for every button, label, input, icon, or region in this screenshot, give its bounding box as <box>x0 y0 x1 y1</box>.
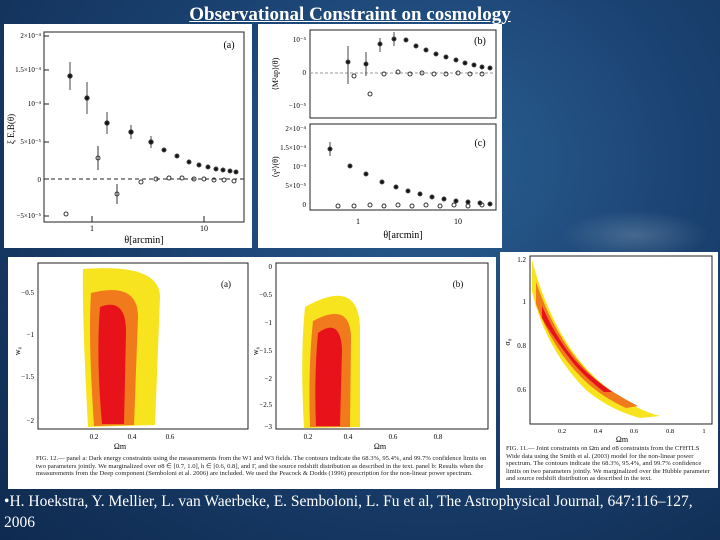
sigma8-ytick: 1 <box>523 298 527 306</box>
contour-a-ylabel: w₀ <box>13 347 22 356</box>
dark-energy-contours-panel: −0.5 −1 −1.5 −2 w₀ (a) 0.2 0.4 0.6 Ωm 0 … <box>8 257 496 489</box>
contour-a-xtick: 0.4 <box>128 433 137 441</box>
contour-b-xtick: 0.2 <box>304 433 313 441</box>
citation-bullet: • <box>4 493 10 510</box>
gamma-ytick: 1.5×10⁻⁴ <box>280 144 306 152</box>
map-ylabel: ⟨M²ap⟩(θ) <box>271 57 280 90</box>
contour-b-ytick: −1.5 <box>259 347 272 355</box>
contour-b-panel-label: (b) <box>453 279 464 289</box>
gamma-panel-label: (c) <box>474 138 485 149</box>
map-gamma-figure: 10⁻⁵ 0 −10⁻⁵ ⟨M²ap⟩(θ) (b) 2×10⁻⁴ 1.5×10… <box>271 29 497 241</box>
contour-a-panel-label: (a) <box>221 279 231 289</box>
contour-b-ytick: −1 <box>265 319 273 327</box>
gamma-ylabel: ⟨γ²⟩(θ) <box>271 156 280 178</box>
citation: •H. Hoekstra, Y. Mellier, L. van Waerbek… <box>4 492 716 534</box>
contour-b-ytick: −3 <box>265 423 273 431</box>
contour-b-ytick: −2.5 <box>259 401 272 409</box>
gamma-ytick: 10⁻⁴ <box>293 163 307 171</box>
xi-panel-label: (a) <box>223 40 234 51</box>
figure-11-caption: FIG. 11.— Joint constraints on Ωm and σ8… <box>506 445 710 483</box>
xi-ytick: −5×10⁻⁵ <box>16 212 41 220</box>
gamma-ytick: 0 <box>303 201 307 209</box>
slide-title: Observational Constraint on cosmology <box>189 4 511 25</box>
map-ytick: −10⁻⁵ <box>289 102 307 110</box>
contour-b-xlabel: Ωm <box>374 442 387 451</box>
map-b-points <box>351 69 485 97</box>
xi-xtick: 10 <box>200 224 208 233</box>
sigma8-xtick: 1 <box>702 428 705 435</box>
gamma-xtick: 10 <box>454 217 462 226</box>
contour-a-ytick: −0.5 <box>21 289 34 297</box>
xi-figure-panel: 2×10⁻⁴ 1.5×10⁻⁴ 10⁻⁴ 5×10⁻⁵ 0 −5×10⁻⁵ 1 … <box>4 24 252 248</box>
contour-b-xtick: 0.8 <box>434 433 443 441</box>
gamma-b-points <box>335 202 485 209</box>
contour-a-inner <box>98 304 126 424</box>
dark-energy-contours: −0.5 −1 −1.5 −2 w₀ (a) 0.2 0.4 0.6 Ωm 0 … <box>13 262 489 451</box>
sigma8-ylabel: σ₈ <box>503 338 512 345</box>
sigma8-xlabel: Ωm <box>616 435 629 444</box>
contour-b-ylabel: w₀ <box>251 347 260 356</box>
sigma8-ytick: 1.2 <box>517 256 526 264</box>
xi-b-points <box>63 146 237 217</box>
citation-text: H. Hoekstra, Y. Mellier, L. van Waerbeke… <box>4 493 693 531</box>
xi-ytick: 10⁻⁴ <box>28 100 42 108</box>
map-ytick: 10⁻⁵ <box>293 36 307 44</box>
contour-b-ytick: 0 <box>269 263 273 271</box>
contour-a-xtick: 0.6 <box>166 433 175 441</box>
xi-xtick: 1 <box>90 224 94 233</box>
sigma8-contour-panel: 1.2 1 0.8 0.6 σ₈ 0.2 0.4 0.6 0.8 1 Ωm FI… <box>500 252 718 488</box>
xi-ytick: 0 <box>38 176 42 184</box>
contour-a-ytick: −2 <box>27 417 35 425</box>
sigma8-ytick: 0.8 <box>517 342 526 350</box>
xi-ytick: 2×10⁻⁴ <box>20 32 41 40</box>
xi-ytick: 5×10⁻⁵ <box>20 138 41 146</box>
sigma8-contour-outer <box>532 260 660 418</box>
xi-figure: 2×10⁻⁴ 1.5×10⁻⁴ 10⁻⁴ 5×10⁻⁵ 0 −5×10⁻⁵ 1 … <box>6 31 245 246</box>
sigma8-contour-mid <box>536 282 638 408</box>
gamma-xlabel: θ[arcmin] <box>383 230 422 241</box>
contour-a-xtick: 0.2 <box>90 433 99 441</box>
map-panel-label: (b) <box>474 36 486 47</box>
gamma-xtick: 1 <box>356 217 360 226</box>
contour-b-xtick: 0.4 <box>344 433 353 441</box>
sigma8-ytick: 0.6 <box>517 386 526 394</box>
contour-a-ytick: −1.5 <box>21 373 34 381</box>
sigma8-contour: 1.2 1 0.8 0.6 σ₈ 0.2 0.4 0.6 0.8 1 Ωm <box>503 255 713 444</box>
xi-e-points <box>67 62 239 175</box>
sigma8-xtick: 0.6 <box>630 428 639 435</box>
contour-a-xlabel: Ωm <box>114 442 127 451</box>
contour-a-ytick: −1 <box>27 331 35 339</box>
sigma8-xtick: 0.4 <box>594 428 603 435</box>
sigma8-xtick: 0.2 <box>558 428 566 435</box>
gamma-ytick: 2×10⁻⁴ <box>285 125 306 133</box>
map-gamma-figure-panel: 10⁻⁵ 0 −10⁻⁵ ⟨M²ap⟩(θ) (b) 2×10⁻⁴ 1.5×10… <box>258 24 502 248</box>
contour-b-xtick: 0.6 <box>389 433 398 441</box>
figure-12-caption: FIG. 12.— panel a: Dark energy constrain… <box>36 455 487 478</box>
xi-ytick: 1.5×10⁻⁴ <box>15 66 41 74</box>
contour-b-inner <box>315 327 342 426</box>
map-e-points <box>345 32 493 84</box>
contour-b-ytick: −0.5 <box>259 291 272 299</box>
gamma-ytick: 5×10⁻⁵ <box>285 182 306 190</box>
xi-xlabel: θ[arcmin] <box>124 235 163 246</box>
sigma8-xtick: 0.8 <box>666 428 674 435</box>
map-ytick: 0 <box>303 69 307 77</box>
gamma-e-points <box>327 142 493 207</box>
contour-b-ytick: −2 <box>265 375 273 383</box>
xi-ylabel: ξ E,B(θ) <box>6 114 16 144</box>
